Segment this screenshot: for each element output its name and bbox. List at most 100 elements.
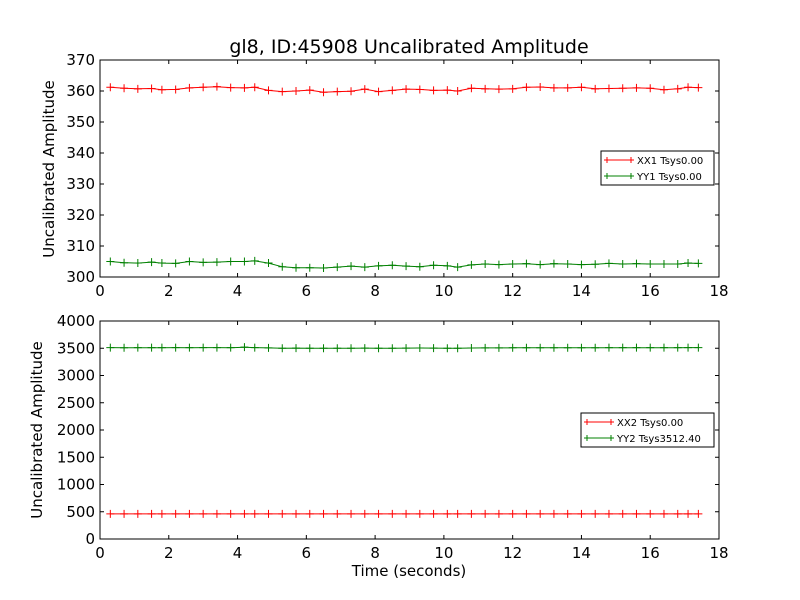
bottom-x-tick-label: 6 — [302, 544, 312, 562]
bottom-series-1-marker — [374, 509, 383, 518]
top-series-2-marker — [443, 261, 452, 270]
top-y-tick-label: 340 — [66, 144, 95, 162]
top-x-ticks: 0 2 4 6 8 10 12 14 16 18 — [95, 60, 729, 300]
top-y-tick-label: 320 — [66, 206, 95, 224]
bottom-series-1-marker — [171, 509, 180, 518]
top-series-2-marker — [106, 257, 115, 266]
top-series-2-marker — [157, 259, 166, 268]
top-series-1-marker — [632, 83, 641, 92]
bottom-series-2-marker — [443, 344, 452, 353]
bottom-series-1-marker — [684, 509, 693, 518]
top-series-2-marker — [673, 259, 682, 268]
bottom-series-2-marker — [494, 343, 503, 352]
top-series-2-marker — [305, 263, 314, 272]
bottom-series-2-marker — [226, 343, 235, 352]
bottom-series-1-marker — [659, 509, 668, 518]
top-series-2-marker — [467, 260, 476, 269]
bottom-series-1-marker — [522, 509, 531, 518]
top-series-2-marker — [508, 259, 517, 268]
top-legend-marker — [604, 173, 634, 179]
bottom-series-2-marker — [522, 343, 531, 352]
top-series-1-marker — [278, 87, 287, 96]
top-series-2-marker — [563, 259, 572, 268]
bottom-series-1-marker — [508, 509, 517, 518]
top-series-2-marker — [618, 259, 627, 268]
top-series-1-marker — [415, 85, 424, 94]
top-series-1-marker — [106, 83, 115, 92]
top-series-2-marker — [333, 263, 342, 272]
top-series-1-marker — [388, 86, 397, 95]
bottom-series-2-marker — [212, 343, 221, 352]
bottom-series-2-marker — [333, 344, 342, 353]
top-series-1-marker — [240, 83, 249, 92]
top-legend-label: XX1 Tsys0.00 — [637, 156, 703, 167]
top-series-2-marker — [429, 261, 438, 270]
bottom-x-tick-label: 18 — [709, 544, 728, 562]
top-series-2-marker — [536, 260, 545, 269]
top-series-1-marker — [429, 86, 438, 95]
bottom-series-2-marker — [147, 343, 156, 352]
top-series-1-marker — [453, 87, 462, 95]
bottom-series-2-marker — [360, 344, 369, 353]
bottom-x-tick-label: 0 — [95, 544, 105, 562]
bottom-y-axis-label: Uncalibrated Amplitude — [28, 341, 46, 518]
bottom-series-1-marker — [453, 509, 462, 518]
top-series-2-marker — [360, 263, 369, 272]
bottom-series-1-marker — [250, 509, 259, 518]
bottom-series-1-marker — [577, 509, 586, 518]
bottom-x-axis-label: Time (seconds) — [351, 562, 467, 580]
bottom-series-2-marker — [415, 344, 424, 353]
bottom-y-ticks: 0 500 1000 1500 2000 2500 3000 3500 4000 — [57, 312, 719, 548]
top-series-1-marker — [684, 83, 693, 92]
top-series-1-marker — [508, 84, 517, 93]
bottom-series-1-marker — [120, 509, 129, 518]
top-series-1-marker — [157, 85, 166, 94]
top-subplot: gl8, ID:45908 Uncalibrated Amplitude Unc… — [40, 36, 729, 300]
bottom-series-2-marker — [684, 343, 693, 352]
top-series-1-marker — [563, 83, 572, 92]
bottom-series-1-marker — [694, 509, 703, 518]
bottom-series-2-marker — [536, 343, 545, 352]
bottom-series-2-marker — [120, 343, 129, 352]
bottom-series-1-marker — [591, 509, 600, 518]
bottom-series-2-marker — [157, 343, 166, 352]
top-series-2-marker — [171, 259, 180, 268]
bottom-series-2-marker — [481, 343, 490, 352]
top-series-2-marker — [319, 264, 328, 273]
top-x-tick-label: 0 — [95, 282, 105, 300]
bottom-legend: XX2 Tsys0.00 YY2 Tsys3512.40 — [580, 412, 715, 448]
top-series-2-marker — [684, 259, 693, 268]
top-series-2-marker — [240, 257, 249, 266]
top-y-tick-label: 350 — [66, 113, 95, 131]
bottom-series-1-marker — [646, 509, 655, 518]
top-legend: XX1 Tsys0.00 YY1 Tsys0.00 — [600, 150, 715, 186]
top-series-1-marker — [264, 86, 273, 95]
top-series-2-marker — [278, 262, 287, 271]
top-x-tick-label: 4 — [233, 282, 243, 300]
top-y-tick-label: 310 — [66, 237, 95, 255]
top-series-2-marker — [577, 260, 586, 269]
bottom-y-tick-label: 0 — [85, 530, 95, 548]
top-series-1-marker — [212, 82, 221, 91]
top-series-2-marker — [646, 259, 655, 268]
top-x-tick-label: 12 — [503, 282, 522, 300]
top-series-1-marker — [226, 83, 235, 92]
bottom-legend-marker — [584, 435, 614, 441]
top-x-tick-label: 8 — [370, 282, 380, 300]
top-series-1-marker — [549, 83, 558, 92]
top-series-1-marker — [199, 83, 208, 92]
bottom-x-tick-label: 16 — [641, 544, 660, 562]
top-series-1-marker — [292, 87, 301, 95]
bottom-series-1-marker — [319, 509, 328, 518]
bottom-series-1-marker — [240, 509, 249, 518]
top-plot-area — [99, 59, 720, 278]
bottom-series-2-marker — [264, 343, 273, 352]
top-series-2-marker — [226, 257, 235, 266]
bottom-x-tick-label: 10 — [434, 544, 453, 562]
top-series-2-marker — [120, 258, 129, 267]
top-series-2-marker — [694, 259, 703, 268]
bottom-x-ticks: 0 2 4 6 8 10 12 14 16 18 — [95, 321, 729, 562]
top-series-2-marker — [133, 259, 142, 268]
bottom-series-2-marker — [453, 344, 462, 353]
top-legend-box — [600, 150, 715, 186]
